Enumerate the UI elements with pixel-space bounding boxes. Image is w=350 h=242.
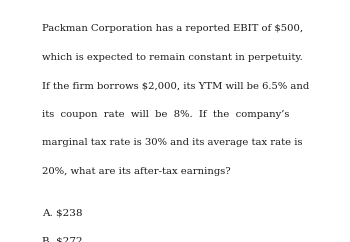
Text: Packman Corporation has a reported EBIT of $500,: Packman Corporation has a reported EBIT …: [42, 24, 303, 33]
Text: its  coupon  rate  will  be  8%.  If  the  company’s: its coupon rate will be 8%. If the compa…: [42, 110, 289, 119]
Text: If the firm borrows $2,000, its YTM will be 6.5% and: If the firm borrows $2,000, its YTM will…: [42, 81, 309, 90]
Text: A. $238: A. $238: [42, 209, 83, 218]
Text: which is expected to remain constant in perpetuity.: which is expected to remain constant in …: [42, 53, 303, 62]
Text: B. $272: B. $272: [42, 237, 83, 242]
Text: marginal tax rate is 30% and its average tax rate is: marginal tax rate is 30% and its average…: [42, 138, 302, 147]
Text: 20%, what are its after-tax earnings?: 20%, what are its after-tax earnings?: [42, 167, 231, 176]
